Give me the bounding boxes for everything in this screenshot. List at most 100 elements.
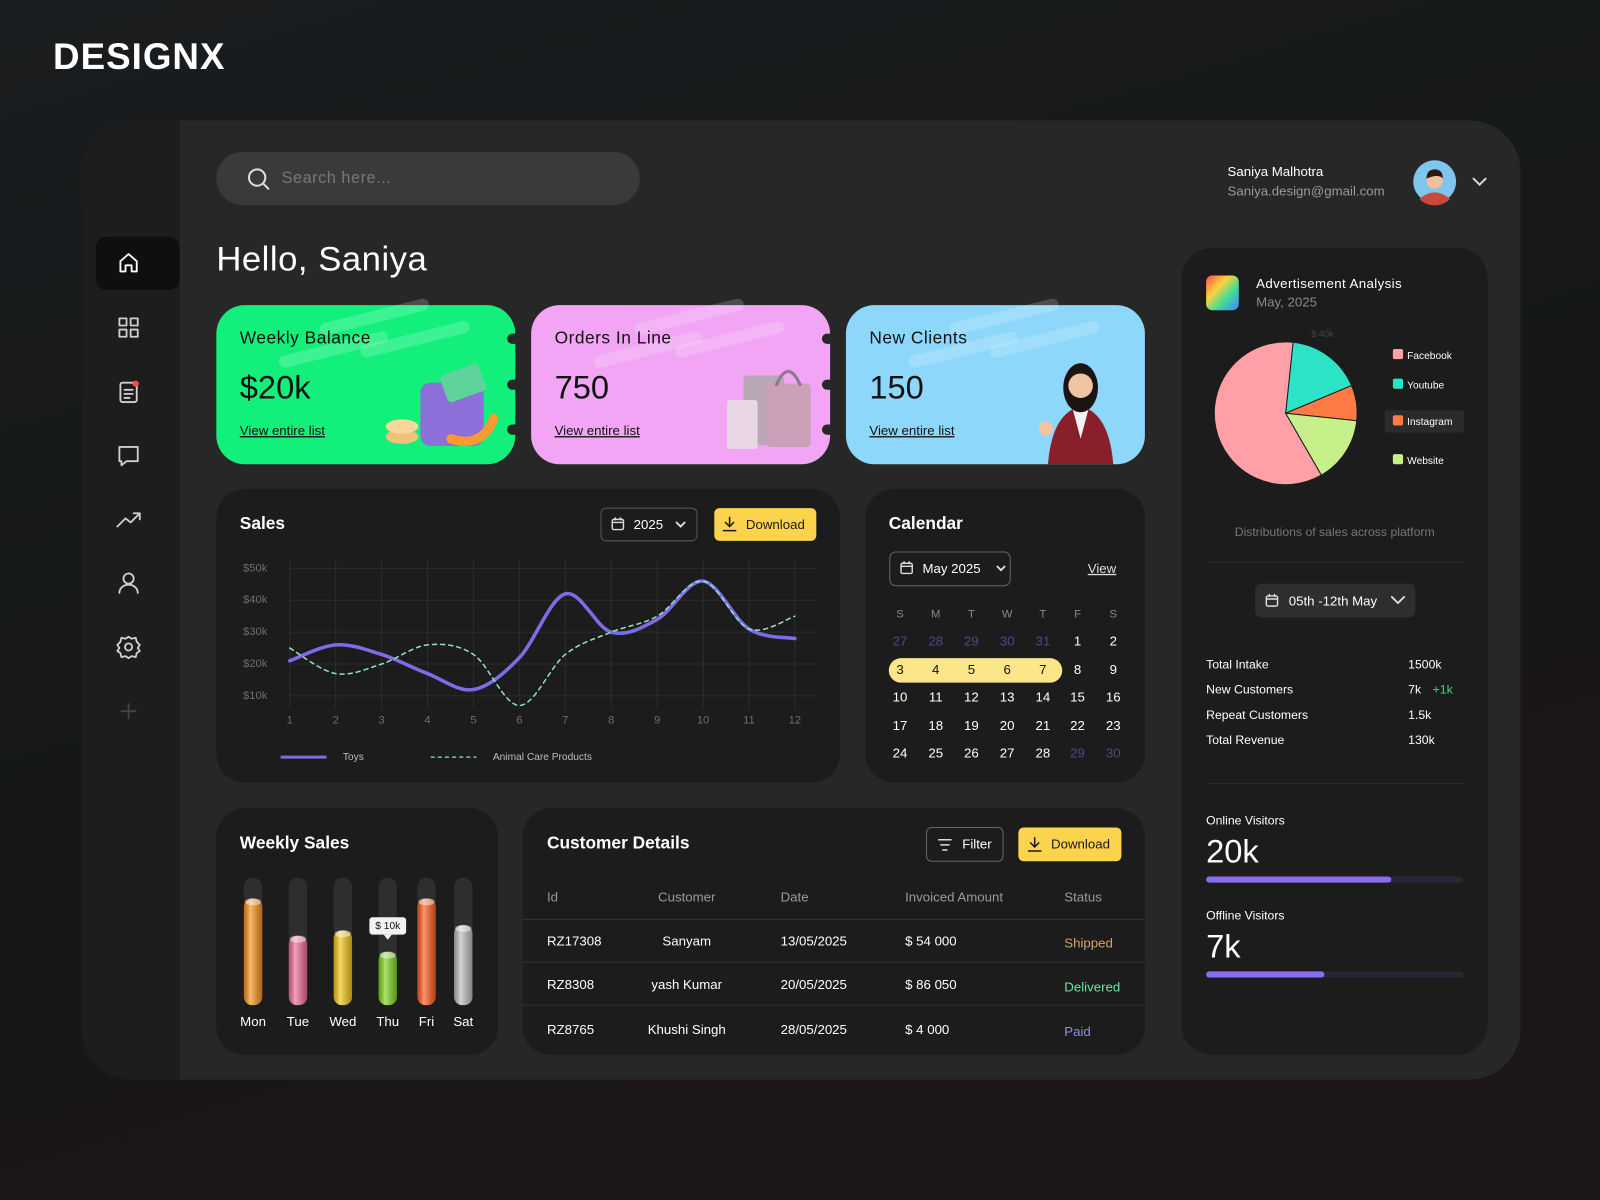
date-range-button[interactable] — [1255, 583, 1416, 618]
chevron-icon[interactable] — [1472, 177, 1487, 186]
card-link[interactable]: View entire list — [869, 423, 954, 438]
card-link[interactable]: View entire list — [555, 423, 640, 438]
table-cell: 28/05/2025 — [781, 1022, 847, 1037]
calendar-day[interactable]: 6 — [1003, 662, 1010, 677]
calendar-day[interactable]: 14 — [1035, 689, 1050, 704]
download-button[interactable] — [714, 508, 817, 541]
column-header: Customer — [658, 889, 716, 904]
card-stripe — [675, 321, 785, 358]
calendar-day[interactable]: 1 — [1074, 633, 1081, 648]
column-header: Status — [1064, 889, 1102, 904]
card-link[interactable]: View entire list — [240, 423, 325, 438]
calendar-day[interactable]: 27 — [893, 633, 908, 648]
visitor-value: 20k — [1206, 833, 1259, 870]
calendar-day[interactable]: 13 — [1000, 689, 1015, 704]
bar-shade — [378, 951, 397, 1006]
bar-cap — [379, 951, 396, 959]
download-label: Download — [746, 517, 805, 532]
legend-label: Website — [1407, 456, 1444, 467]
trend-icon[interactable] — [116, 512, 141, 528]
weekday-label: T — [968, 608, 975, 620]
calendar-day[interactable]: 18 — [928, 718, 943, 733]
document-icon[interactable] — [119, 380, 139, 403]
active-nav-tile — [95, 236, 180, 290]
calendar-day[interactable]: 21 — [1035, 718, 1050, 733]
x-tick-label: Fri — [419, 1014, 435, 1029]
calendar-day[interactable]: 5 — [968, 662, 975, 677]
x-tick-label: 8 — [608, 714, 614, 726]
year-dropdown[interactable] — [600, 507, 698, 542]
user-icon[interactable] — [118, 572, 139, 594]
calendar-day[interactable]: 30 — [1000, 633, 1015, 648]
calendar-day[interactable]: 11 — [929, 689, 943, 704]
calendar-day[interactable]: 9 — [1110, 662, 1117, 677]
column-header: Date — [781, 889, 809, 904]
calendar-day[interactable]: 2 — [1110, 633, 1117, 648]
calendar-day[interactable]: 19 — [964, 718, 979, 733]
user-name: Saniya Malhotra — [1228, 164, 1324, 179]
x-tick-label: 9 — [654, 714, 660, 726]
bar-cap — [289, 935, 307, 943]
avatar-hair — [1426, 169, 1443, 179]
calendar-day[interactable]: 26 — [964, 746, 979, 761]
calendar-day[interactable]: 12 — [964, 689, 979, 704]
calendar-day[interactable]: 22 — [1070, 718, 1085, 733]
weekday-label: M — [931, 608, 940, 620]
card-stripe — [908, 331, 1018, 368]
calendar-day[interactable]: 17 — [893, 718, 908, 733]
month-dropdown[interactable] — [889, 551, 1011, 587]
card-title: New Clients — [869, 327, 967, 347]
pie-slice — [1285, 341, 1353, 415]
calendar-day[interactable]: 4 — [932, 662, 939, 677]
calendar-day[interactable]: 27 — [1000, 746, 1015, 761]
card-stripe — [593, 331, 703, 368]
status-label: Paid — [1064, 1024, 1091, 1039]
calendar-day[interactable]: 25 — [928, 746, 943, 761]
coins-illustration — [385, 429, 419, 444]
person-hand — [1038, 421, 1054, 436]
calendar-day[interactable]: 3 — [896, 662, 903, 677]
calendar-day[interactable]: 8 — [1074, 662, 1081, 677]
pie-annotation: $ 40k — [1311, 329, 1334, 339]
calendar-day[interactable]: 15 — [1070, 689, 1085, 704]
calendar-day[interactable]: 29 — [1070, 746, 1085, 761]
chevron-icon — [1390, 596, 1405, 605]
download-button[interactable] — [1018, 827, 1122, 862]
table-cell: RZ17308 — [547, 933, 602, 948]
x-tick-label: Wed — [329, 1014, 356, 1029]
grid-icon[interactable] — [118, 317, 139, 338]
bar-cap — [418, 898, 435, 906]
bag-handle — [774, 369, 802, 387]
calendar-day[interactable]: 20 — [1000, 718, 1015, 733]
calendar-day[interactable]: 24 — [893, 746, 908, 761]
calendar-icon — [611, 518, 625, 531]
calendar-day[interactable]: 29 — [964, 633, 979, 648]
stat-value: 7k — [1408, 683, 1422, 697]
y-tick-label: $50k — [243, 562, 268, 574]
settings-icon[interactable] — [116, 635, 141, 660]
stat-label: Repeat Customers — [1206, 708, 1308, 722]
stat-delta: +1k — [1433, 683, 1454, 697]
stat-label: New Customers — [1206, 683, 1293, 697]
visitor-label: Offline Visitors — [1206, 909, 1284, 923]
calendar-day[interactable]: 7 — [1039, 662, 1046, 677]
y-tick-label: $40k — [243, 594, 268, 606]
calendar-day[interactable]: 28 — [1035, 746, 1050, 761]
calendar-day[interactable]: 16 — [1106, 689, 1121, 704]
calendar-title: Calendar — [889, 513, 963, 533]
legend-swatch — [1392, 378, 1404, 389]
chat-icon[interactable] — [118, 446, 139, 467]
filter-button[interactable] — [926, 827, 1004, 862]
calendar-day[interactable]: 10 — [893, 689, 908, 704]
stat-value: 130k — [1408, 733, 1435, 747]
view-link[interactable]: View — [1088, 561, 1117, 576]
search-box[interactable] — [216, 152, 640, 206]
filter-label: Filter — [962, 836, 992, 851]
table-cell: 13/05/2025 — [781, 933, 847, 948]
home-icon[interactable] — [119, 253, 138, 273]
calendar-day[interactable]: 31 — [1035, 633, 1050, 648]
add-icon[interactable] — [120, 703, 137, 720]
calendar-day[interactable]: 28 — [928, 633, 943, 648]
calendar-day[interactable]: 30 — [1106, 746, 1121, 761]
calendar-day[interactable]: 23 — [1106, 718, 1121, 733]
